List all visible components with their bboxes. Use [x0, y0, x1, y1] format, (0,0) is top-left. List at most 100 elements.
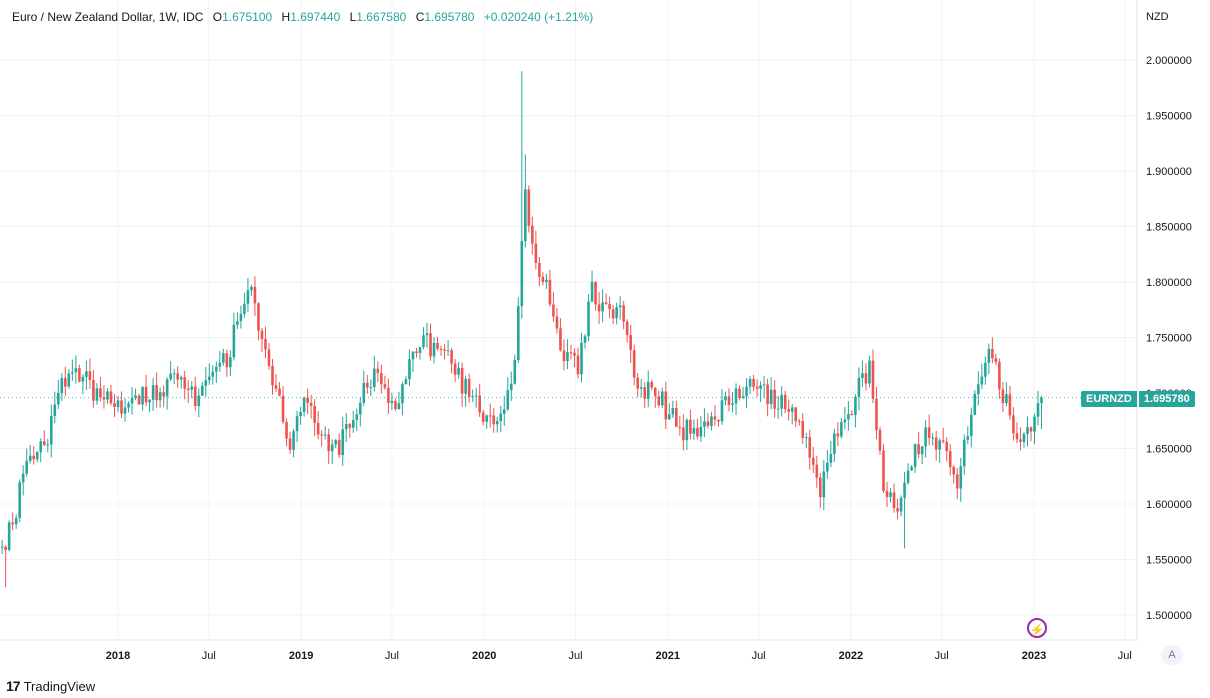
candle-body	[253, 286, 257, 304]
candle	[531, 216, 534, 255]
candle-body	[4, 546, 7, 550]
candle-body	[348, 423, 352, 428]
candle	[197, 388, 201, 418]
candle-body	[320, 434, 323, 436]
candle	[878, 426, 882, 455]
candle-body	[773, 389, 776, 409]
tradingview-logo: 17	[6, 678, 21, 694]
candle	[520, 71, 524, 319]
candle	[938, 438, 941, 463]
candle-body	[186, 388, 190, 390]
candle-body	[42, 441, 46, 445]
candle	[25, 448, 29, 477]
candle	[998, 358, 1001, 399]
candle	[502, 395, 506, 426]
candle	[650, 379, 654, 391]
candle	[85, 360, 88, 391]
candle-body	[745, 386, 748, 397]
candle-body	[534, 243, 538, 263]
candle-body	[646, 381, 650, 399]
candle	[509, 371, 513, 401]
candle	[316, 411, 320, 440]
candle	[762, 376, 766, 399]
candle-body	[977, 384, 980, 395]
candle-body	[955, 474, 959, 489]
candle	[429, 323, 432, 361]
candle	[151, 378, 155, 411]
candle	[179, 375, 183, 389]
candle	[120, 391, 123, 419]
candle-body	[358, 402, 362, 415]
tradingview-brand[interactable]: 17 TradingView	[6, 678, 95, 694]
candle-body	[109, 391, 113, 404]
candle-body	[183, 377, 187, 389]
candle-body	[629, 335, 632, 351]
candle	[724, 391, 727, 406]
candle	[190, 381, 194, 399]
candle-body	[910, 466, 913, 471]
candle-body	[727, 396, 731, 405]
candle	[383, 375, 387, 390]
time-tick-label: Jul	[568, 650, 582, 662]
candle	[766, 378, 769, 417]
candle-body	[762, 384, 766, 386]
candle-body	[833, 433, 836, 455]
candle-body	[292, 431, 295, 450]
time-tick-label: Jul	[935, 650, 949, 662]
candle-body	[962, 439, 966, 467]
candle	[4, 545, 7, 588]
candle-body	[653, 387, 657, 397]
candle-body	[509, 383, 513, 391]
candle-body	[804, 437, 808, 439]
low-value: 1.667580	[356, 10, 407, 24]
candle	[657, 390, 661, 408]
candle	[776, 395, 780, 419]
candle	[232, 312, 236, 361]
candle-body	[499, 413, 503, 422]
candle	[74, 355, 78, 384]
candle-body	[618, 305, 622, 308]
candle	[446, 340, 450, 357]
candle	[980, 363, 984, 390]
candle	[250, 284, 253, 296]
candle-body	[85, 371, 88, 377]
candle	[892, 483, 896, 513]
candle-body	[1033, 416, 1036, 432]
candle-body	[706, 421, 710, 426]
candle	[636, 373, 640, 398]
candle	[485, 414, 489, 429]
candle	[696, 418, 699, 440]
candle-body	[875, 398, 878, 431]
candle	[678, 415, 682, 436]
candle-body	[573, 352, 576, 356]
candle-body	[165, 379, 169, 397]
candle-body	[257, 303, 260, 331]
candle-body	[948, 451, 952, 467]
candle	[1019, 427, 1022, 451]
lightning-icon[interactable]: ⚡	[1027, 618, 1047, 638]
candle-body	[1001, 389, 1005, 404]
candle-body	[334, 439, 338, 445]
candle-body	[207, 376, 211, 381]
candle	[281, 386, 285, 424]
candle-body	[527, 189, 531, 226]
candle	[260, 327, 264, 352]
candle-body	[25, 460, 29, 474]
candle-body	[14, 518, 18, 525]
candle-body	[313, 405, 316, 423]
price-tick-label: 1.750000	[1146, 333, 1192, 345]
candle	[555, 308, 559, 334]
candle-body	[120, 400, 123, 414]
candle	[309, 395, 313, 419]
candle-body	[457, 367, 460, 375]
candle-body	[660, 391, 664, 406]
candle	[1001, 382, 1005, 412]
auto-scale-button[interactable]: A	[1161, 645, 1183, 665]
candle-body	[843, 419, 847, 423]
candle-body	[808, 437, 812, 458]
candle-body	[903, 482, 906, 498]
candle-body	[46, 444, 50, 446]
candle-body	[594, 281, 597, 305]
candle-body	[32, 455, 36, 460]
